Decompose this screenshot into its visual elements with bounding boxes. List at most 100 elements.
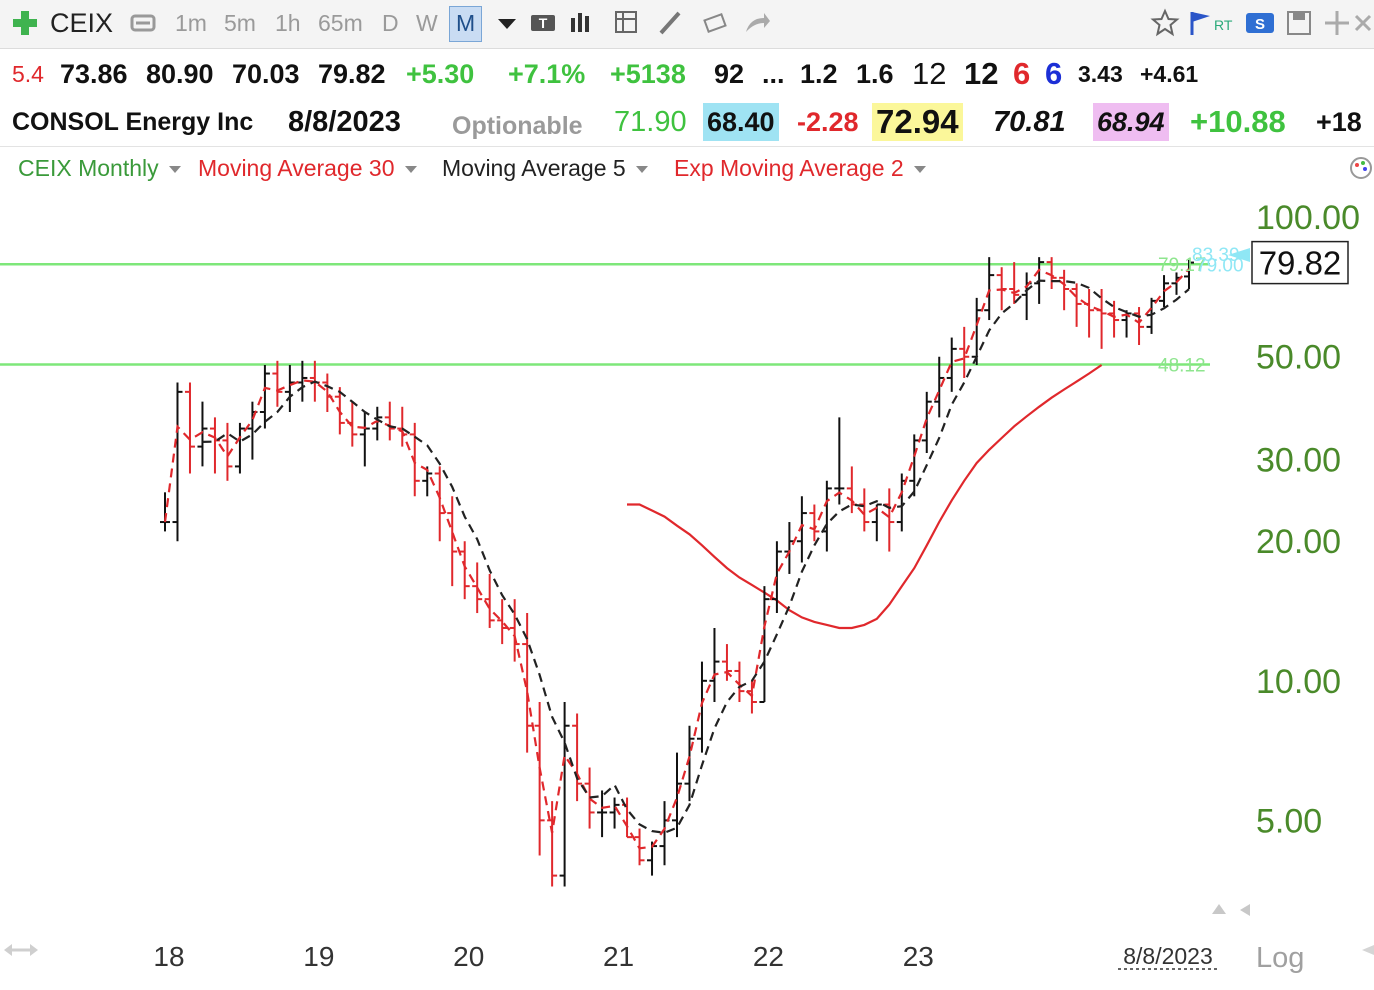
close-icon[interactable]	[1352, 8, 1374, 38]
text-tool-icon[interactable]: T	[528, 8, 558, 38]
legend-ema2[interactable]: Exp Moving Average 2	[674, 147, 926, 189]
ohlc-bar	[322, 373, 333, 413]
ohlc-bar	[934, 356, 945, 418]
move-icon[interactable]	[1322, 8, 1352, 38]
ohlc-bar	[459, 541, 470, 600]
log-scale-toggle[interactable]: Log	[1256, 942, 1304, 974]
legend-ma5[interactable]: Moving Average 5	[442, 147, 648, 189]
ohlc-bar	[1009, 262, 1020, 304]
scroll-left-icon[interactable]	[1240, 904, 1250, 916]
timeframe-1m[interactable]: 1m	[175, 10, 207, 36]
ohlc-bar	[684, 725, 695, 802]
studies-icon[interactable]	[612, 8, 642, 38]
ohlc-bar	[1046, 257, 1057, 290]
ohlc-bar	[609, 797, 620, 829]
price-annotation: 79.00	[1196, 256, 1244, 277]
ohlc-bar	[547, 801, 558, 887]
x-tick-label: 22	[753, 941, 784, 972]
ohlc-bar	[447, 496, 458, 587]
add-symbol-icon[interactable]	[10, 8, 40, 38]
quote-value-f: 68.94	[1093, 103, 1169, 141]
quote-value-g: +10.88	[1190, 104, 1286, 139]
timeframe-1h[interactable]: 1h	[275, 10, 301, 36]
ema2-path	[163, 268, 1190, 850]
ma5-path	[202, 279, 1190, 834]
ohlc-bar	[809, 504, 820, 542]
ohlc-bar	[1059, 269, 1070, 311]
link-icon[interactable]	[128, 8, 158, 38]
timeframe-65m[interactable]: 65m	[318, 10, 363, 36]
ohlc-bar	[209, 417, 220, 474]
last-price-arrow-icon	[1228, 248, 1250, 262]
ohlc-bar	[672, 752, 682, 838]
legend-label: Exp Moving Average 2	[674, 155, 904, 181]
ohlc-bar	[821, 480, 832, 552]
ema2-line	[163, 268, 1190, 850]
expand-icon[interactable]	[1362, 945, 1374, 955]
chevron-down-icon[interactable]	[492, 8, 522, 38]
eraser-icon[interactable]	[700, 8, 730, 38]
x-tick-label: 23	[903, 941, 934, 972]
share-arrow-icon[interactable]	[742, 8, 772, 38]
y-tick-label: 20.00	[1256, 523, 1341, 561]
ohlc-bar	[584, 767, 595, 829]
star-icon[interactable]	[1150, 8, 1180, 38]
save-icon[interactable]	[1284, 8, 1314, 38]
y-tick-label: 30.00	[1256, 442, 1341, 480]
ohlc-bar	[222, 422, 233, 481]
ohlc-bar	[184, 382, 195, 474]
chevron-down-icon[interactable]	[635, 166, 648, 174]
chevron-down-icon[interactable]	[168, 166, 181, 174]
quote-ellipsis: ...	[762, 59, 785, 89]
scan-icon[interactable]: S	[1245, 8, 1275, 38]
timeframe-5m[interactable]: 5m	[224, 10, 256, 36]
quote-stat-b: 1.6	[856, 59, 894, 89]
quote-value-e: 70.81	[993, 106, 1066, 138]
ohlc-bar	[284, 364, 295, 413]
ohlc-bar	[921, 391, 932, 453]
quote-value-h: +18	[1316, 107, 1362, 137]
quote-change-pct: +7.1%	[508, 59, 586, 89]
flag-icon[interactable]	[1186, 8, 1216, 38]
svg-text:T: T	[539, 15, 548, 31]
ohlc-bar	[397, 406, 408, 447]
legend-ceix-monthly[interactable]: CEIX Monthly	[18, 147, 181, 189]
legend-label: Moving Average 5	[442, 155, 626, 181]
timeframe-w[interactable]: W	[416, 10, 438, 36]
palette-icon[interactable]	[1348, 155, 1374, 181]
symbol-field[interactable]: CEIX	[50, 8, 114, 38]
chevron-down-icon[interactable]	[404, 166, 417, 174]
toolbar: CEIX 1m 5m 1h 65m D W M T RT S	[0, 0, 1374, 49]
quote-rank: 92	[714, 59, 745, 89]
ohlc-bar	[946, 337, 957, 392]
ohlc-bar	[522, 613, 533, 753]
ohlc-bar	[709, 627, 720, 703]
ohlc-bar	[871, 503, 882, 542]
quote-open: 73.86	[60, 59, 128, 89]
x-tick-label: 20	[453, 941, 484, 972]
pencil-icon[interactable]	[655, 8, 685, 38]
ohlc-bar	[259, 364, 270, 429]
ohlc-bar	[859, 488, 870, 532]
timeframe-d[interactable]: D	[382, 10, 399, 36]
ohlc-bars	[160, 257, 1194, 887]
chevron-down-icon[interactable]	[913, 166, 926, 174]
pan-arrows-icon[interactable]	[4, 944, 38, 956]
scroll-up-icon[interactable]	[1212, 904, 1226, 914]
timeframe-m[interactable]: M	[449, 6, 483, 42]
ohlc-bar	[409, 422, 420, 497]
ma30-path	[627, 364, 1103, 630]
realtime-icon[interactable]: RT	[1212, 8, 1242, 38]
legend-ma30[interactable]: Moving Average 30	[198, 147, 417, 189]
quote-stat-d: 12	[964, 56, 999, 91]
bar-style-icon[interactable]	[566, 8, 596, 38]
x-end-date-label: 8/8/2023	[1123, 943, 1213, 969]
ma30-line	[627, 364, 1103, 630]
last-price-box: 79.82	[1251, 240, 1349, 285]
quote-stat-g: 3.43	[1078, 61, 1123, 87]
ohlc-bar	[784, 522, 795, 574]
ohlc-bar	[384, 401, 395, 441]
ohlc-bar	[1084, 289, 1095, 338]
quote-change: +5.30	[406, 59, 475, 89]
